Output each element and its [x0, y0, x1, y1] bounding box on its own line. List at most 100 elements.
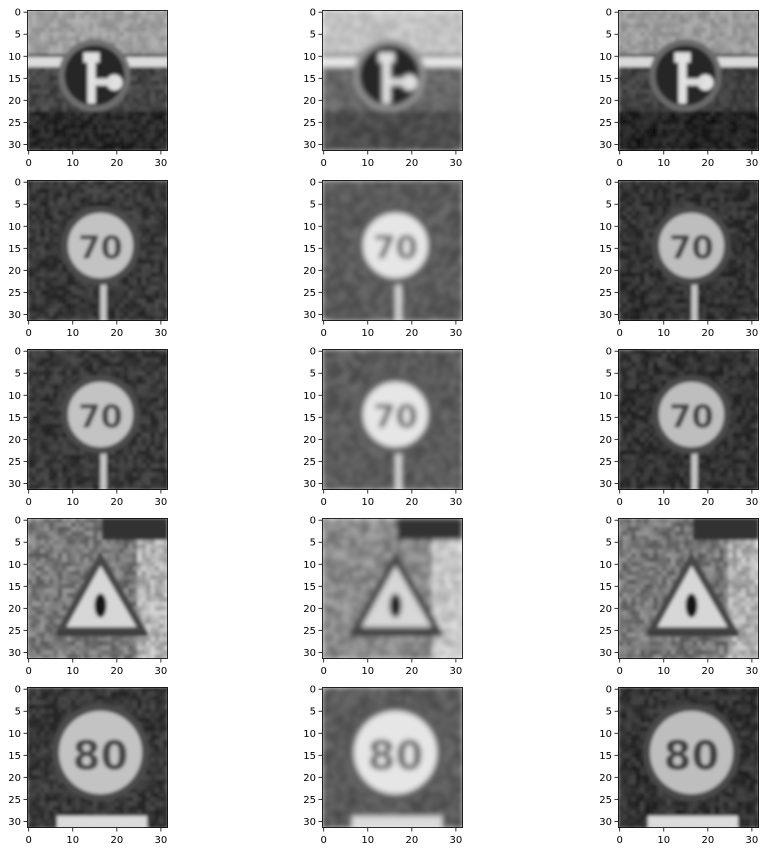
sign-text-80: 80	[368, 734, 424, 780]
axes-frame	[618, 687, 759, 828]
y-tick-label: 15	[303, 244, 316, 255]
x-tick-label: 0	[26, 497, 32, 508]
y-tick-label: 5	[310, 538, 316, 549]
x-tick-label: 0	[617, 666, 623, 677]
y-tick-label: 20	[8, 266, 21, 277]
x-tick-label: 10	[361, 497, 374, 508]
y-tick-label: 5	[310, 707, 316, 718]
y-tick-label: 15	[8, 751, 21, 762]
x-tick-label: 20	[701, 158, 714, 169]
y-tick-label: 25	[599, 626, 612, 637]
y-tick-label: 15	[8, 244, 21, 255]
x-tick-label: 20	[110, 835, 123, 846]
speed-limit-80-sign-image: 80	[618, 687, 759, 828]
keep-right-sign-image	[322, 10, 463, 151]
y-tick-label: 15	[303, 751, 316, 762]
y-tick-label: 30	[599, 648, 612, 659]
y-tick-label: 5	[606, 707, 612, 718]
y-tick-label: 25	[303, 118, 316, 129]
x-tick-label: 0	[617, 158, 623, 169]
speed-limit-70-sign-image: 70	[322, 180, 463, 321]
keep-right-sign-image	[618, 10, 759, 151]
y-tick-label: 30	[599, 479, 612, 490]
y-tick-label: 15	[8, 413, 21, 424]
y-tick-label: 0	[606, 8, 612, 19]
x-tick-label: 0	[617, 835, 623, 846]
y-tick-label: 20	[599, 773, 612, 784]
image-panel-r4-c2: 80 0 5 10 15 20 25 30 0 10 20 30	[599, 685, 759, 846]
y-tick-label: 20	[303, 773, 316, 784]
x-tick-label: 30	[155, 497, 168, 508]
y-tick-label: 25	[303, 457, 316, 468]
y-tick-label: 5	[606, 369, 612, 380]
y-tick-label: 25	[599, 288, 612, 299]
axes-frame	[618, 180, 759, 321]
y-tick-label: 5	[15, 200, 21, 211]
x-tick-label: 20	[701, 497, 714, 508]
x-tick-label: 30	[746, 158, 759, 169]
image-panel-r1-c0: 70 0 5 10 15 20 25 30 0 10 20 30	[8, 178, 168, 339]
x-tick-label: 0	[321, 666, 327, 677]
y-tick-label: 0	[606, 685, 612, 696]
y-tick-label: 0	[310, 178, 316, 189]
y-tick-label: 30	[303, 479, 316, 490]
y-tick-label: 15	[303, 74, 316, 85]
y-tick-label: 30	[303, 648, 316, 659]
y-tick-label: 20	[599, 266, 612, 277]
x-tick-label: 30	[450, 497, 463, 508]
y-tick-label: 5	[15, 30, 21, 41]
axes-frame	[322, 349, 463, 490]
y-tick-label: 20	[8, 435, 21, 446]
y-tick-label: 25	[8, 288, 21, 299]
y-tick-label: 10	[8, 560, 21, 571]
speed-limit-70-sign-image: 70	[27, 180, 168, 321]
y-tick-label: 15	[599, 582, 612, 593]
x-tick-label: 0	[26, 328, 32, 339]
image-panel-r0-c0: 0 5 10 15 20 25 30 0 10 20 30	[8, 8, 168, 169]
y-tick-label: 20	[599, 604, 612, 615]
image-panel-r3-c1: 0 5 10 15 20 25 30 0 10 20 30	[303, 516, 463, 677]
y-tick-label: 15	[303, 413, 316, 424]
x-tick-label: 0	[26, 835, 32, 846]
y-tick-label: 5	[15, 707, 21, 718]
x-tick-label: 0	[617, 497, 623, 508]
x-tick-label: 20	[405, 158, 418, 169]
y-tick-label: 20	[303, 96, 316, 107]
x-tick-label: 10	[361, 158, 374, 169]
y-tick-label: 5	[606, 538, 612, 549]
y-tick-label: 25	[599, 118, 612, 129]
y-tick-label: 10	[8, 52, 21, 63]
speed-limit-70-sign-image: 70	[27, 349, 168, 490]
y-tick-label: 0	[15, 8, 21, 19]
y-tick-label: 25	[8, 795, 21, 806]
x-tick-label: 30	[155, 666, 168, 677]
y-tick-label: 30	[8, 140, 21, 151]
y-tick-label: 10	[599, 729, 612, 740]
y-tick-label: 20	[8, 604, 21, 615]
x-tick-label: 30	[450, 835, 463, 846]
x-tick-label: 0	[321, 497, 327, 508]
sign-text-70: 70	[373, 229, 418, 267]
x-tick-label: 20	[701, 328, 714, 339]
warning-triangle-sign-image	[618, 518, 759, 659]
x-tick-label: 10	[657, 158, 670, 169]
axes-frame	[27, 518, 168, 659]
y-tick-label: 0	[310, 516, 316, 527]
x-tick-label: 20	[701, 835, 714, 846]
warning-triangle-sign-image	[322, 518, 463, 659]
x-tick-label: 0	[26, 158, 32, 169]
x-tick-label: 0	[617, 328, 623, 339]
y-tick-label: 20	[303, 604, 316, 615]
y-tick-label: 5	[606, 30, 612, 41]
y-tick-label: 0	[310, 685, 316, 696]
image-panel-r2-c1: 70 0 5 10 15 20 25 30 0 10 20 30	[303, 347, 463, 508]
y-tick-label: 25	[303, 288, 316, 299]
y-tick-label: 20	[8, 773, 21, 784]
axes-frame	[618, 518, 759, 659]
x-tick-label: 30	[155, 328, 168, 339]
x-tick-label: 10	[657, 835, 670, 846]
speed-limit-80-sign-image: 80	[27, 687, 168, 828]
x-tick-label: 30	[155, 158, 168, 169]
y-tick-label: 30	[303, 817, 316, 828]
